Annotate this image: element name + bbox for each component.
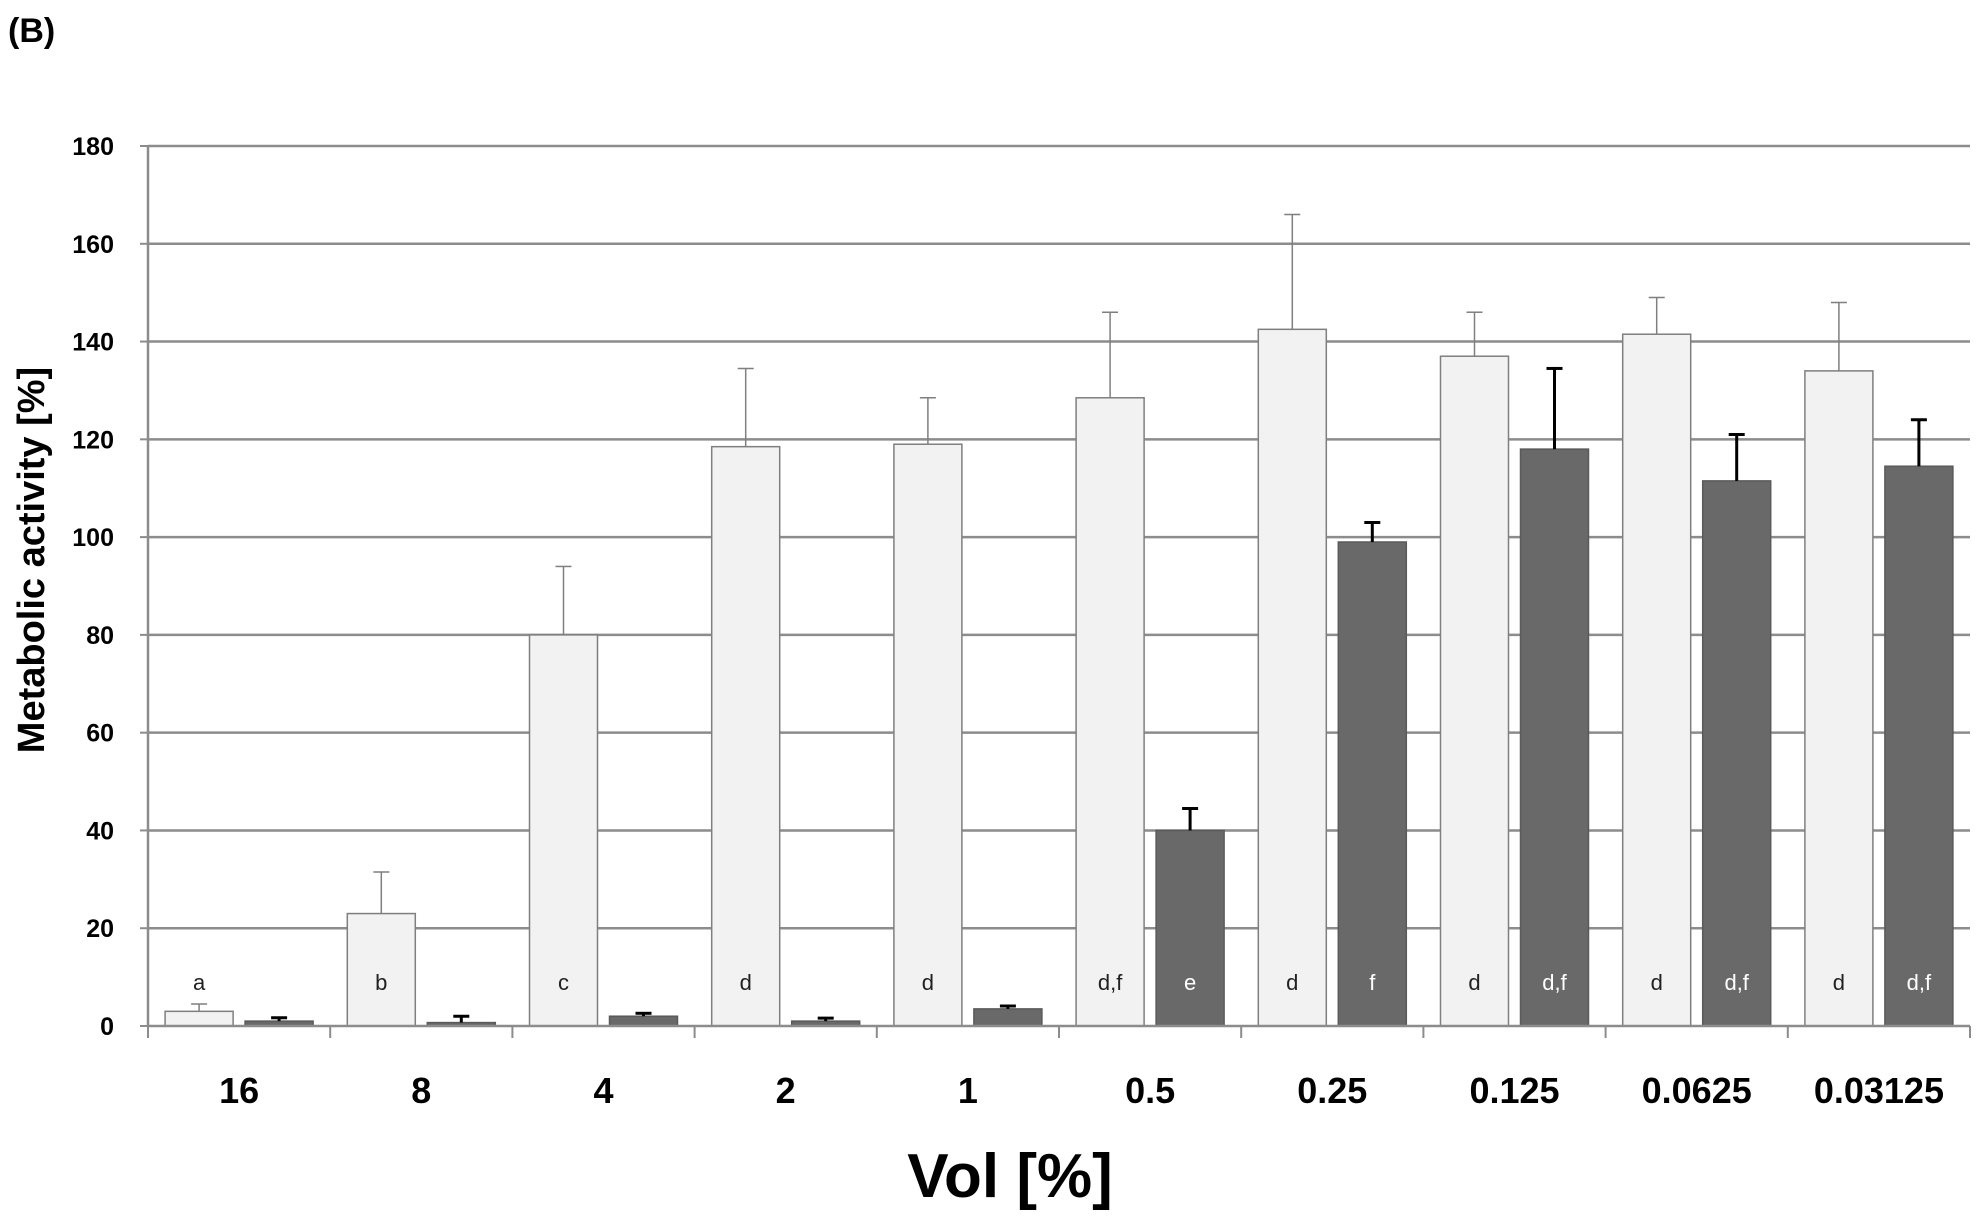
- significance-label: d: [1286, 970, 1298, 995]
- x-tick-label: 1: [958, 1070, 978, 1111]
- y-tick-label: 80: [86, 622, 114, 650]
- significance-label: d: [1833, 970, 1845, 995]
- panel-label: (B): [8, 12, 55, 50]
- x-tick-label: 2: [776, 1070, 796, 1111]
- x-tick-label: 0.125: [1469, 1070, 1559, 1111]
- significance-label: d: [740, 970, 752, 995]
- bar-series-2: [1155, 829, 1225, 1027]
- bar-series-2: [1884, 465, 1954, 1027]
- x-tick-label: 16: [219, 1070, 259, 1111]
- significance-label: d,f: [1907, 970, 1932, 995]
- bars: [164, 328, 1954, 1027]
- significance-label: d: [1651, 970, 1663, 995]
- y-tick-label: 40: [86, 817, 114, 845]
- axes: [140, 145, 1971, 1038]
- error-bars: [191, 213, 1927, 1023]
- y-tick-labels: 0 20 40 60 80 100 120 140 160 180: [72, 133, 114, 1041]
- significance-labels: a b c d d d,f d d d d a a a a a e f d,f d,f d,f: [193, 970, 1932, 995]
- x-tick-label: 8: [411, 1070, 431, 1111]
- significance-label: d,f: [1098, 970, 1123, 995]
- bar-series-1: [528, 634, 599, 1027]
- bar-series-1: [1075, 397, 1145, 1027]
- x-tick-label: 0.5: [1125, 1070, 1175, 1111]
- significance-label: a: [820, 970, 833, 995]
- significance-label: a: [455, 970, 468, 995]
- x-tick-label: 4: [593, 1070, 613, 1111]
- bar-series-1: [346, 912, 417, 1027]
- bar-series-2: [1337, 541, 1408, 1027]
- y-tick-label: 60: [86, 720, 114, 748]
- y-axis-label: Metabolic activity [%]: [11, 367, 53, 753]
- x-tick-label: 0.03125: [1814, 1070, 1944, 1111]
- bar-series-1: [1621, 333, 1692, 1027]
- y-tick-label: 180: [72, 133, 114, 161]
- bar-series-2: [973, 1008, 1043, 1027]
- significance-label: a: [193, 970, 206, 995]
- significance-label: d: [1468, 970, 1480, 995]
- bar-series-1: [1439, 355, 1510, 1027]
- x-axis-label: Vol [%]: [907, 1142, 1113, 1211]
- bar-series-1: [893, 443, 963, 1027]
- significance-label: a: [1002, 970, 1015, 995]
- bar-series-2: [608, 1015, 679, 1027]
- bar-series-2: [1701, 480, 1772, 1027]
- y-tick-label: 20: [86, 915, 114, 943]
- bar-series-1: [710, 445, 781, 1027]
- bar-series-2: [1519, 448, 1590, 1027]
- significance-label: d,f: [1542, 970, 1567, 995]
- x-tick-labels: 16 8 4 2 1 0.5 0.25 0.125 0.0625 0.03125: [219, 1070, 1944, 1111]
- y-tick-label: 140: [72, 329, 114, 357]
- y-tick-label: 120: [72, 426, 114, 454]
- y-tick-label: 160: [72, 231, 114, 259]
- y-tick-label: 0: [100, 1013, 114, 1041]
- significance-label: e: [1184, 970, 1196, 995]
- significance-label: f: [1369, 970, 1376, 995]
- significance-label: b: [375, 970, 387, 995]
- significance-label: c: [558, 970, 569, 995]
- significance-label: d,f: [1724, 970, 1749, 995]
- gridlines: [148, 144, 1970, 930]
- significance-label: a: [273, 970, 286, 995]
- bar-series-1: [164, 1010, 234, 1027]
- significance-label: a: [637, 970, 650, 995]
- significance-label: d: [922, 970, 934, 995]
- x-tick-label: 0.0625: [1642, 1070, 1752, 1111]
- bar-series-1: [1257, 328, 1328, 1027]
- y-tick-label: 100: [72, 524, 114, 552]
- x-tick-label: 0.25: [1297, 1070, 1367, 1111]
- bar-series-1: [1804, 370, 1874, 1027]
